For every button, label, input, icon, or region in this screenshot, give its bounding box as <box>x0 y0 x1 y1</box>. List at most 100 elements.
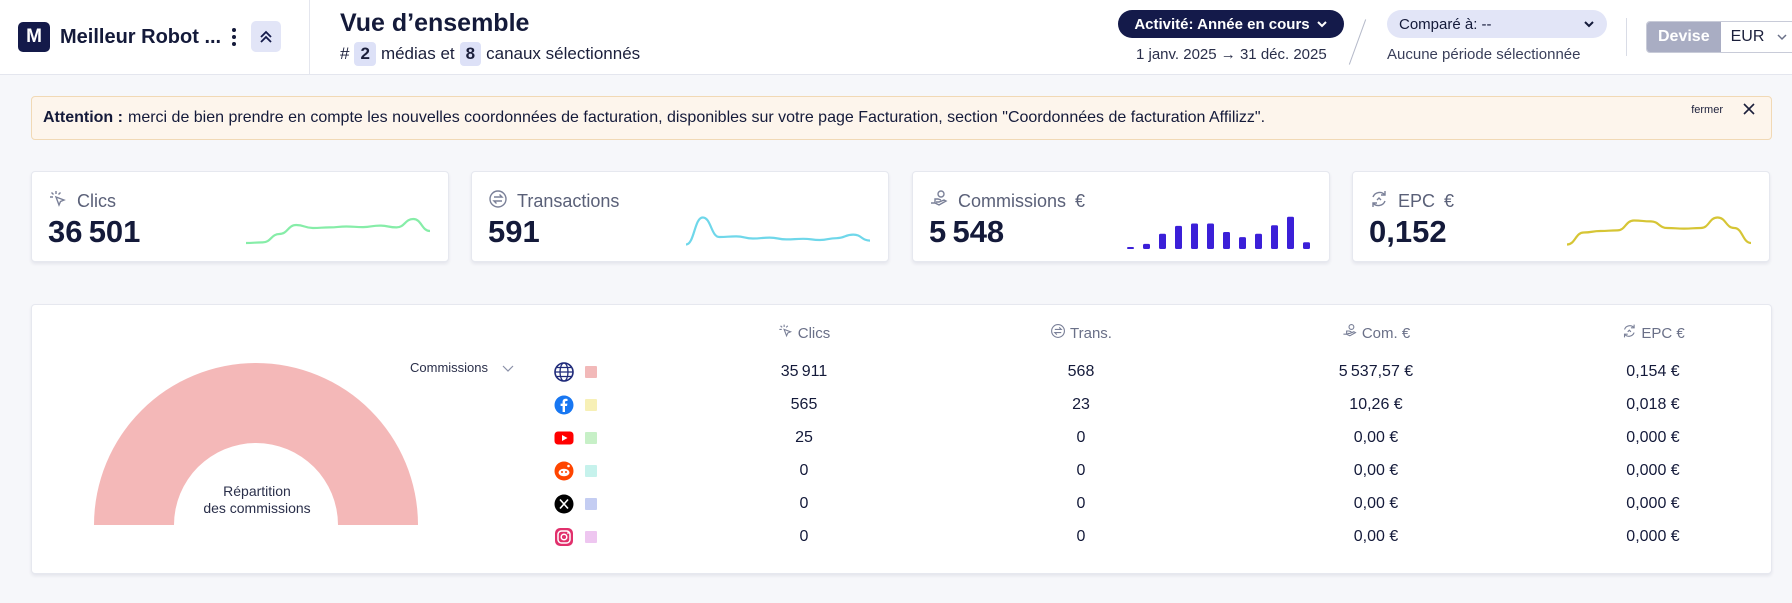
table-cell-epc: 0,000 € <box>1626 429 1680 446</box>
facebook-icon <box>554 395 574 415</box>
kpi-card-commissions[interactable]: Commissions € 5 548 <box>912 171 1330 262</box>
table-cell-trans: 568 <box>1067 363 1095 380</box>
kpi-label: Transactions <box>517 191 620 211</box>
activity-label: Activité: Année en cours <box>1134 15 1310 33</box>
chevron-down-icon <box>1316 21 1327 28</box>
table-cell-clics: 25 <box>795 429 813 446</box>
date-range: 1 janv. 2025 → 31 déc. 2025 <box>1136 46 1327 63</box>
activity-period-select[interactable]: Activité: Année en cours <box>1118 10 1344 38</box>
kpi-value: 591 <box>488 214 540 249</box>
sparkbar <box>1175 225 1182 249</box>
more-options-icon[interactable] <box>224 24 244 50</box>
column-header-trans[interactable]: Trans. <box>1050 323 1112 343</box>
table-cell-clics: 0 <box>799 495 809 512</box>
media-count[interactable]: 2 <box>354 42 376 66</box>
currency-picker[interactable]: Devise EUR <box>1646 21 1792 53</box>
kpi-label: Clics <box>77 191 116 211</box>
sparkbar <box>1191 223 1198 249</box>
date-end: 31 déc. 2025 <box>1239 46 1327 63</box>
compare-period-select[interactable]: Comparé à: -- <box>1387 10 1607 38</box>
brand[interactable]: M Meilleur Robot ... <box>18 22 221 52</box>
table-cell-trans: 23 <box>1072 396 1090 413</box>
table-cell-epc: 0,018 € <box>1626 396 1680 413</box>
column-header-com[interactable]: Com. € <box>1342 323 1410 343</box>
kpi-card-clics[interactable]: Clics 36 501 <box>31 171 449 262</box>
table-cell-trans: 0 <box>1076 528 1086 545</box>
separator <box>1348 19 1367 65</box>
table-cell-epc: 0,000 € <box>1626 495 1680 512</box>
kpi-sparkline <box>685 216 871 246</box>
chevrons-up-icon <box>260 30 272 43</box>
table-cell-clics: 35 911 <box>780 363 828 380</box>
instagram-icon <box>554 527 574 547</box>
alert-strong: Attention : <box>43 109 123 126</box>
table-cell-clics: 0 <box>799 462 809 479</box>
kpi-unit: € <box>1075 191 1086 211</box>
sparkbar <box>1287 216 1294 249</box>
donut-label-line1: Répartition <box>223 483 291 499</box>
kpi-card-transactions[interactable]: Transactions 591 <box>471 171 889 262</box>
chevron-down-icon <box>502 365 514 372</box>
legend-swatch <box>585 432 597 444</box>
column-header-clics[interactable]: Clics <box>778 323 830 343</box>
currency-select[interactable]: EUR <box>1720 22 1792 52</box>
metric-select-value: Commissions <box>410 360 489 375</box>
kpi-header: Transactions <box>488 189 628 214</box>
kpi-value: 5 548 <box>929 214 1005 249</box>
kpi-sparkline <box>1127 216 1310 249</box>
sparkbar <box>1223 232 1230 249</box>
table-cell-com: 0,00 € <box>1353 495 1399 512</box>
sparkbar <box>1255 233 1262 249</box>
billing-alert: Attention : merci de bien prendre en com… <box>31 96 1772 140</box>
channel-breakdown-panel: Commissions Répartition des commissions … <box>31 304 1772 574</box>
table-cell-clics: 0 <box>799 528 809 545</box>
exchange-icon <box>1050 323 1066 343</box>
table-cell-epc: 0,154 € <box>1626 363 1680 380</box>
kpi-value: 36 501 <box>48 214 141 249</box>
sparkbar <box>1143 243 1150 249</box>
kpi-unit: € <box>1444 191 1455 211</box>
table-cell-com: 0,00 € <box>1353 462 1399 479</box>
table-cell-epc: 0,000 € <box>1626 528 1680 545</box>
close-icon[interactable] <box>1742 102 1756 116</box>
currency-value: EUR <box>1730 28 1765 45</box>
kpi-sparkline <box>245 217 431 245</box>
sparkbar <box>1207 223 1214 249</box>
globe-icon <box>554 362 574 382</box>
donut-segment-web[interactable] <box>94 363 418 525</box>
kpi-label: Commissions <box>958 191 1067 211</box>
date-start: 1 janv. 2025 <box>1136 46 1217 63</box>
top-header: M Meilleur Robot ... Vue d’ensemble # 2 … <box>0 0 1792 75</box>
youtube-icon <box>554 428 574 448</box>
collapse-button[interactable] <box>251 21 281 52</box>
arrow-right-icon: → <box>1220 46 1240 63</box>
chevron-down-icon <box>1777 34 1787 41</box>
sparkbar <box>1127 247 1134 249</box>
brand-name: Meilleur Robot ... <box>60 25 222 48</box>
channel-label: canaux sélectionnés <box>486 44 641 63</box>
hand-coin-icon <box>1342 323 1358 343</box>
header-divider <box>1626 18 1627 56</box>
alert-text: merci de bien prendre en compte les nouv… <box>127 109 1266 126</box>
sparkline-path <box>685 216 871 246</box>
compare-label: Comparé à: -- <box>1399 15 1492 33</box>
legend-swatch <box>585 498 597 510</box>
metric-select[interactable]: Commissions <box>410 360 514 375</box>
channel-count[interactable]: 8 <box>459 42 482 66</box>
table-cell-trans: 0 <box>1076 495 1086 512</box>
media-label: médias et <box>380 44 455 63</box>
kpi-card-epc[interactable]: EPC € 0,152 <box>1352 171 1770 262</box>
donut-label: Répartition des commissions <box>182 483 332 517</box>
alert-close-label[interactable]: fermer <box>1691 104 1723 116</box>
sparkline-path <box>245 217 431 245</box>
legend-swatch <box>585 366 597 378</box>
hand-coin-icon <box>929 189 949 214</box>
table-cell-com: 10,26 € <box>1349 396 1403 413</box>
column-header-epc[interactable]: EPC € <box>1621 323 1685 343</box>
page-title: Vue d’ensemble <box>340 9 530 37</box>
cycle-icon <box>1621 323 1637 343</box>
table-cell-com: 0,00 € <box>1353 429 1399 446</box>
legend-swatch <box>585 399 597 411</box>
kpi-value: 0,152 <box>1369 214 1447 249</box>
selection-summary: # 2 médias et 8 canaux sélectionnés <box>340 42 640 66</box>
